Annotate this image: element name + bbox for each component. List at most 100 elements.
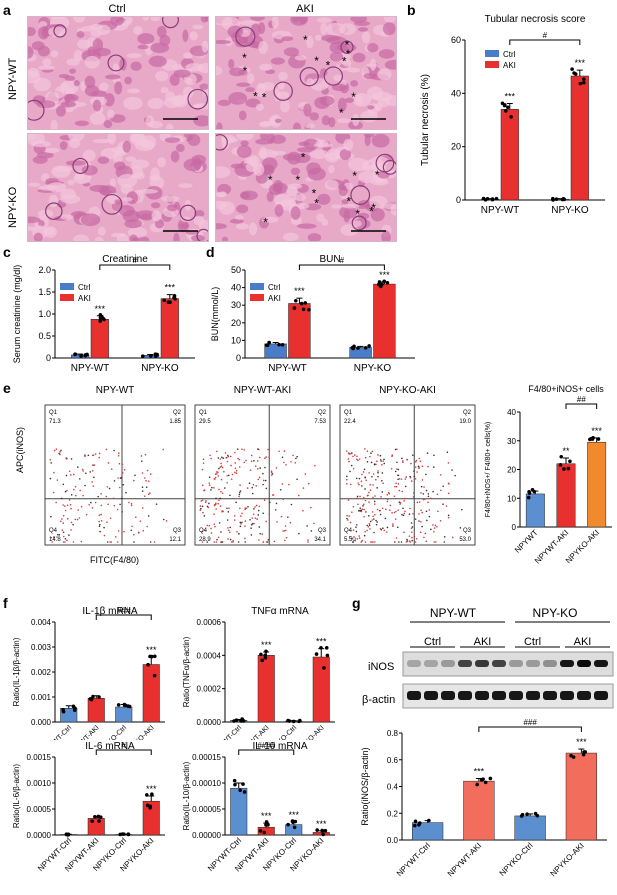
- event-dot: [380, 528, 383, 531]
- event-dot: [432, 490, 434, 493]
- data-point: [262, 830, 266, 835]
- event-dot: [211, 486, 213, 489]
- event-dot: [391, 511, 393, 514]
- necrosis-marker: *: [295, 173, 300, 187]
- y-tick-label: 0: [512, 523, 517, 532]
- bracket-label: #: [133, 256, 138, 265]
- event-dot: [397, 474, 400, 477]
- blot-label-inos: iNOS: [368, 661, 395, 673]
- event-dot: [66, 489, 68, 492]
- tubule-shape: [259, 63, 273, 71]
- tubule-shape: [340, 224, 359, 236]
- event-dot: [221, 466, 224, 469]
- data-point: [573, 72, 578, 76]
- tubule-shape: [84, 55, 100, 69]
- event-dot: [251, 492, 254, 495]
- data-point: [519, 814, 524, 818]
- tubule-shape: [73, 234, 90, 241]
- event-dot: [383, 458, 385, 461]
- event-dot: [433, 527, 436, 529]
- tubule-shape: [270, 57, 285, 65]
- event-dot: [239, 525, 242, 528]
- event-dot: [52, 491, 55, 494]
- tubule-shape: [166, 204, 178, 212]
- event-dot: [233, 519, 236, 521]
- event-dot: [269, 501, 271, 504]
- necrosis-marker: *: [326, 59, 331, 73]
- event-dot: [447, 516, 450, 519]
- data-point: [483, 780, 488, 785]
- y-tick-label: 0.0000: [197, 718, 222, 727]
- bracket-label: ###: [117, 606, 131, 615]
- event-dot: [364, 541, 367, 543]
- bar-aki: [500, 109, 519, 201]
- data-point: [320, 829, 325, 833]
- tubule-shape: [363, 73, 377, 80]
- event-dot: [409, 507, 411, 510]
- event-dot: [257, 478, 260, 481]
- event-dot: [400, 478, 403, 480]
- event-dot: [118, 462, 121, 465]
- tubule-shape: [43, 147, 60, 154]
- glomerulus-shape: [107, 54, 125, 72]
- event-dot: [394, 448, 397, 451]
- chart-title: TNFα mRNA: [251, 606, 309, 617]
- tubule-shape: [279, 199, 296, 211]
- data-point: [475, 782, 479, 787]
- data-point: [122, 832, 126, 836]
- tubule-shape: [58, 73, 70, 79]
- data-point: [293, 819, 298, 824]
- panel-label-d: d: [206, 244, 215, 260]
- event-dot: [430, 528, 432, 531]
- event-dot: [223, 470, 225, 473]
- category-label: NPYKO-Ctrl: [498, 841, 535, 878]
- event-dot: [72, 473, 75, 476]
- tubule-shape: [28, 27, 36, 37]
- event-dot: [347, 452, 350, 454]
- tubule-shape: [89, 184, 110, 193]
- significance-bracket: [298, 264, 385, 270]
- event-dot: [215, 471, 218, 473]
- tubule-shape: [118, 205, 135, 217]
- chart-title: Tubular necrosis score: [485, 14, 586, 25]
- y-tick-label: 1.5: [38, 287, 51, 297]
- event-dot: [424, 498, 426, 500]
- event-dot: [53, 471, 55, 474]
- event-dot: [204, 501, 207, 503]
- flow-plot-npy-wt: Q1 71.3 Q2 1.85 Q4 14.8 Q3 12.1: [44, 404, 186, 546]
- y-tick-label: 0: [236, 353, 241, 363]
- tubule-shape: [306, 162, 321, 175]
- event-dot: [310, 530, 313, 532]
- event-dot: [294, 461, 297, 464]
- event-dot: [235, 501, 237, 504]
- event-dot: [419, 531, 422, 534]
- event-dot: [239, 507, 241, 510]
- tubule-shape: [99, 82, 109, 91]
- glomerulus-shape: [196, 228, 208, 241]
- event-dot: [244, 525, 246, 528]
- glomerulus-shape: [323, 66, 344, 86]
- event-dot: [276, 521, 278, 523]
- event-dot: [65, 474, 68, 477]
- event-dot: [203, 489, 206, 491]
- data-point: [382, 279, 387, 284]
- event-dot: [366, 494, 369, 497]
- event-dot: [265, 541, 268, 543]
- y-tick-label: 1.0: [38, 309, 51, 319]
- event-dot: [386, 526, 389, 529]
- event-dot: [257, 509, 260, 512]
- event-dot: [245, 459, 247, 462]
- tubule-shape: [221, 236, 229, 241]
- tubule-shape: [274, 204, 284, 217]
- tubule-shape: [337, 118, 351, 124]
- quadrant-label: Q3: [318, 528, 327, 534]
- event-dot: [58, 534, 61, 536]
- event-dot: [144, 453, 147, 456]
- tubule-shape: [363, 134, 375, 138]
- tubule-shape: [319, 95, 335, 106]
- data-point: [490, 197, 495, 201]
- event-dot: [100, 519, 103, 522]
- tubule-shape: [320, 22, 328, 35]
- event-dot: [398, 501, 401, 504]
- data-point: [554, 197, 559, 202]
